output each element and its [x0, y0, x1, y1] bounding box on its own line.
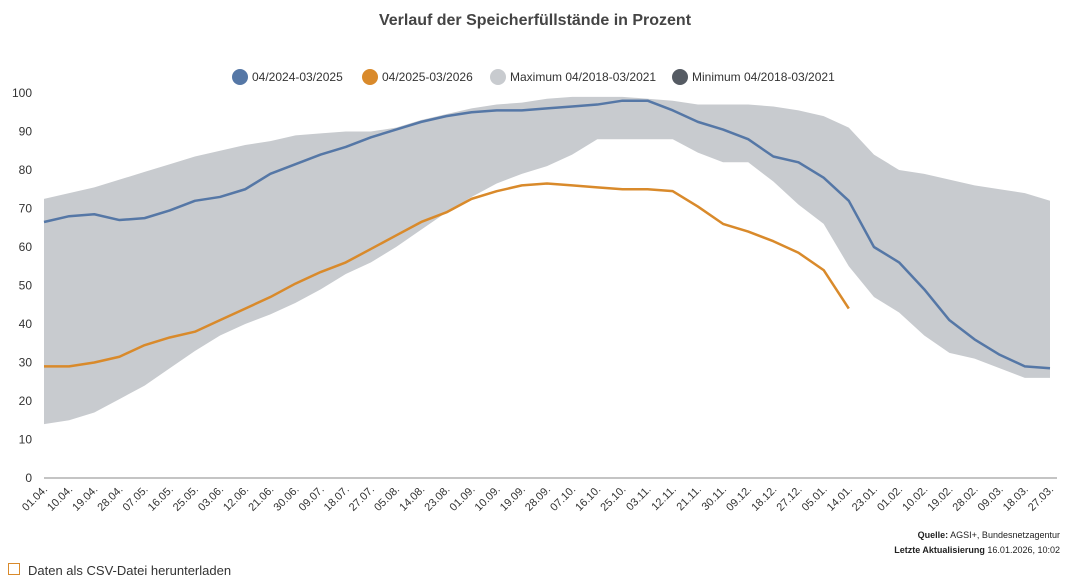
source-label: Quelle: — [917, 530, 949, 540]
x-tick-label: 21.06. — [246, 484, 276, 514]
x-tick-label: 09.12. — [724, 484, 754, 514]
csv-icon — [8, 563, 20, 575]
updated-label: Letzte Aktualisierung — [894, 545, 985, 555]
x-tick-label: 07.05. — [121, 484, 151, 514]
x-tick-label: 12.06. — [221, 484, 251, 514]
updated: Letzte Aktualisierung 16.01.2026, 10:02 — [894, 545, 1060, 555]
range-area — [44, 139, 1050, 478]
x-tick-label: 27.03. — [1026, 484, 1056, 514]
y-tick-label: 90 — [19, 125, 33, 139]
y-tick-label: 20 — [19, 394, 33, 408]
x-tick-label: 16.10. — [573, 484, 603, 514]
series-line — [44, 182, 850, 368]
x-tick-label: 18.03. — [1001, 484, 1031, 514]
x-tick-label: 21.11. — [674, 484, 704, 514]
x-tick-label: 18.07. — [322, 484, 352, 514]
x-tick-label: 10.02. — [900, 484, 930, 514]
legend-label: 04/2025-03/2026 — [382, 70, 473, 84]
x-tick-label: 30.11. — [700, 484, 730, 514]
chart-title: Verlauf der Speicherfüllstände in Prozen… — [379, 12, 692, 29]
updated-text: 16.01.2026, 10:02 — [987, 545, 1060, 555]
x-tick-label: 05.01. — [800, 484, 830, 514]
series-line — [43, 99, 1051, 370]
legend-label: 04/2024-03/2025 — [252, 70, 343, 84]
y-tick-label: 60 — [19, 240, 33, 254]
source: Quelle: AGSI+, Bundesnetzagentur — [918, 530, 1060, 540]
x-tick-label: 14.01. — [825, 484, 855, 514]
x-tick-label: 25.05. — [171, 484, 201, 514]
legend-label: Maximum 04/2018-03/2021 — [510, 70, 656, 84]
source-text: AGSI+, Bundesnetzagentur — [950, 530, 1060, 540]
legend-marker — [672, 69, 688, 85]
x-tick-label: 09.03. — [976, 484, 1006, 514]
x-tick-label: 03.06. — [196, 484, 226, 514]
x-tick-label: 27.07. — [347, 484, 377, 514]
y-tick-label: 30 — [19, 356, 33, 370]
y-tick-label: 100 — [12, 86, 32, 100]
x-tick-label: 28.09. — [523, 484, 553, 514]
y-tick-label: 10 — [19, 433, 33, 447]
x-tick-label: 19.04. — [70, 484, 100, 514]
y-tick-label: 70 — [19, 202, 33, 216]
y-tick-label: 0 — [25, 471, 32, 485]
x-tick-label: 23.08. — [422, 484, 452, 514]
y-tick-label: 40 — [19, 317, 33, 331]
x-tick-label: 25.10. — [598, 484, 628, 514]
x-tick-label: 14.08. — [397, 484, 427, 514]
x-tick-label: 05.08. — [372, 484, 402, 514]
x-tick-label: 01.02. — [875, 484, 905, 514]
legend-marker — [362, 69, 378, 85]
x-tick-label: 19.09. — [498, 484, 528, 514]
x-tick-label: 16.05. — [146, 484, 176, 514]
x-tick-label: 10.04. — [45, 484, 75, 514]
x-tick-label: 27.12. — [775, 484, 805, 514]
x-tick-label: 19.02. — [925, 484, 955, 514]
x-tick-label: 12.11. — [649, 484, 679, 514]
x-tick-label: 01.09. — [448, 484, 478, 514]
x-tick-label: 10.09. — [473, 484, 503, 514]
x-tick-label: 28.04. — [95, 484, 125, 514]
x-tick-label: 03.11. — [624, 484, 654, 514]
y-tick-label: 50 — [19, 279, 33, 293]
x-tick-label: 30.06. — [272, 484, 302, 514]
y-tick-label: 80 — [19, 163, 33, 177]
legend-label: Minimum 04/2018-03/2021 — [692, 70, 835, 84]
x-tick-label: 09.07. — [297, 484, 327, 514]
x-tick-label: 07.10. — [548, 484, 578, 514]
x-tick-label: 28.02. — [951, 484, 981, 514]
x-tick-label: 01.04. — [20, 484, 50, 514]
chart: Verlauf der Speicherfüllstände in Prozen… — [12, 12, 1057, 514]
legend-marker — [490, 69, 506, 85]
x-tick-label: 23.01. — [850, 484, 880, 514]
legend-marker — [232, 69, 248, 85]
x-tick-label: 18.12. — [749, 484, 779, 514]
